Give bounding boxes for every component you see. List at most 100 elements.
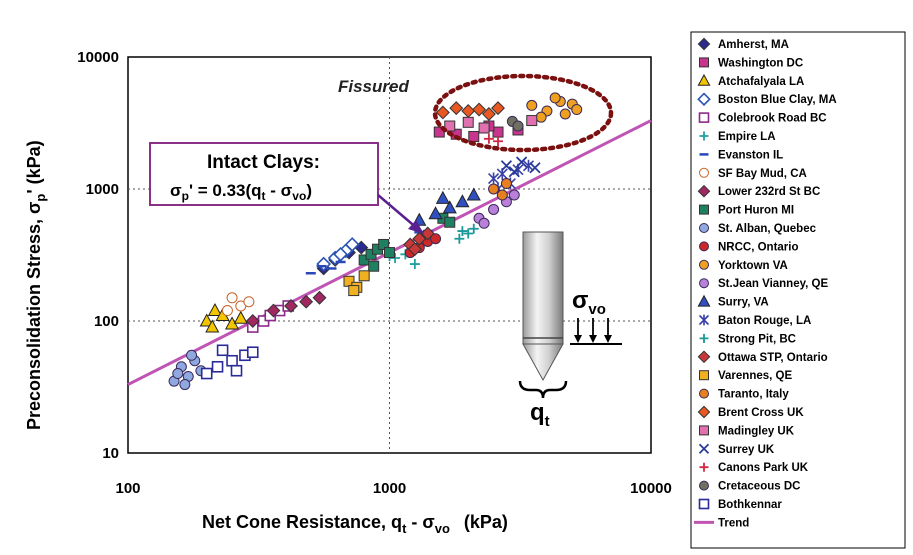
legend-label: Bothkennar — [718, 499, 782, 511]
series-10 — [168, 349, 207, 391]
series-17 — [403, 226, 435, 257]
data-point — [226, 354, 238, 367]
data-point — [462, 116, 474, 128]
data-point — [409, 259, 420, 270]
legend-label: Varennes, QE — [718, 370, 792, 382]
data-point — [368, 260, 380, 272]
data-point — [535, 111, 547, 123]
legend-label: Brent Cross UK — [718, 407, 804, 419]
data-point — [493, 136, 504, 147]
legend-items: Amherst, MA Washington DC Atchafalyala LA B… — [694, 37, 837, 529]
data-point — [500, 178, 512, 190]
legend-marker — [699, 278, 709, 289]
series-23 — [483, 133, 504, 147]
data-point — [526, 115, 538, 127]
intact-clays-box — [149, 142, 379, 206]
legend-label: Empire LA — [718, 131, 776, 143]
fissured-ellipse — [432, 73, 614, 153]
legend-marker — [699, 333, 709, 343]
legend-marker — [699, 131, 709, 141]
y-tick-label: 10000 — [77, 49, 119, 66]
y-tick-label: 1000 — [86, 181, 119, 198]
legend-label-trend: Trend — [718, 517, 749, 529]
series-16 — [454, 223, 479, 244]
legend-marker — [697, 184, 711, 198]
legend-marker — [699, 370, 709, 381]
stress-arrows — [570, 318, 622, 345]
series-18 — [343, 270, 370, 297]
legend-label: Atchafalyala LA — [718, 76, 804, 88]
data-point — [435, 190, 450, 204]
legend-label: Baton Rouge, LA — [718, 315, 811, 327]
y-tick-label: 100 — [94, 313, 119, 330]
legend-label: St.Jean Vianney, QE — [718, 278, 828, 290]
x-tick-label: 100 — [115, 480, 140, 497]
callout-arrow-line — [377, 194, 419, 230]
legend-label: Taranto, Italy — [718, 389, 789, 401]
cone-tip — [522, 343, 564, 382]
legend-marker — [698, 112, 710, 123]
data-point — [200, 367, 213, 380]
legend-marker — [697, 92, 711, 106]
y-tick-label: 10 — [102, 445, 119, 462]
legend-marker — [697, 37, 711, 51]
data-point — [205, 319, 220, 333]
data-point — [245, 314, 260, 328]
x-tick-labels: 100 1000 10000 — [115, 480, 671, 497]
legend-label: Amherst, MA — [718, 39, 789, 51]
data-point — [378, 238, 390, 250]
data-point — [435, 105, 450, 120]
fissured-label: Fissured — [338, 77, 409, 96]
legend-label: Strong Pit, BC — [718, 333, 796, 345]
intact-clays-title: Intact Clays: — [207, 152, 320, 173]
cone-illustration: qt σvo — [518, 231, 622, 430]
series-19 — [488, 178, 512, 201]
data-point — [221, 305, 233, 317]
data-point — [449, 101, 464, 116]
legend-marker — [699, 388, 709, 399]
data-point — [481, 107, 496, 121]
data-point — [461, 104, 476, 118]
data-point — [266, 303, 281, 318]
legend-box — [690, 31, 906, 549]
legend-marker — [697, 405, 711, 419]
cone-shaft — [522, 231, 564, 345]
eq-sub-p: p — [182, 189, 189, 203]
series-7 — [221, 292, 255, 317]
data-point — [549, 92, 561, 104]
data-point — [333, 246, 348, 262]
eq-sigma: σ — [170, 181, 182, 200]
data-point — [515, 156, 528, 168]
y-axis-title: Preconsolidation Stress, σp' (kPa) — [24, 140, 48, 430]
series-25 — [200, 344, 259, 380]
data-point — [216, 344, 229, 357]
legend-label: St. Alban, Quebec — [718, 223, 817, 235]
legend-label: Evanston IL — [718, 149, 783, 161]
data-point — [468, 130, 480, 142]
data-points — [168, 92, 583, 391]
data-point — [233, 310, 248, 324]
data-point — [487, 172, 500, 185]
legend-label: SF Bay Mud, CA — [718, 168, 807, 180]
data-point — [500, 160, 513, 172]
data-point — [246, 346, 259, 359]
series-9 — [358, 212, 456, 272]
series-13 — [473, 189, 520, 229]
series-12 — [526, 92, 583, 123]
data-point — [508, 166, 520, 178]
data-point — [492, 126, 504, 138]
legend-label: Port Huron MI — [718, 205, 794, 217]
legend-label: Surrey UK — [718, 444, 775, 456]
legend-marker — [697, 350, 711, 364]
data-point — [457, 226, 468, 237]
legend: Amherst, MA Washington DC Atchafalyala LA B… — [690, 31, 906, 549]
data-point — [207, 303, 223, 317]
data-point — [472, 102, 487, 117]
data-point — [526, 99, 538, 111]
data-point — [344, 237, 360, 252]
data-point — [243, 296, 255, 308]
legend-marker — [699, 241, 709, 252]
eq-mid: ' = 0.33(q — [189, 181, 262, 200]
y-tick-labels: 10 100 1000 10000 — [77, 49, 119, 462]
